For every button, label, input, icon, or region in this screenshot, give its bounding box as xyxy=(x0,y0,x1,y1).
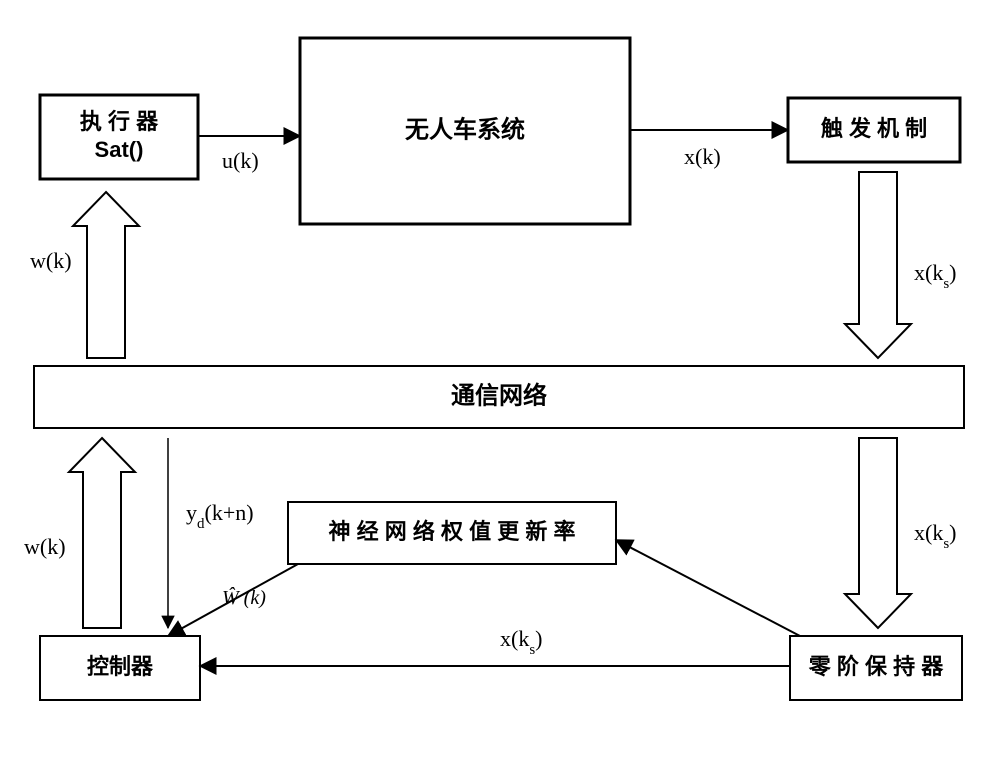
diagram-canvas: 执 行 器 Sat() 无人车系统 触 发 机 制通信网络神 经 网 络 权 值 更 … xyxy=(0,0,1000,759)
block-arrow-xks_down_top-label: x(ks) xyxy=(914,260,957,292)
node-network-label: 通信网络 xyxy=(451,381,547,409)
node-nn-label: 神 经 网 络 权 值 更 新 率 xyxy=(329,519,576,544)
arrow-nn_to_controller: Ŵ (k) xyxy=(168,564,298,636)
node-trigger-label: 触 发 机 制 xyxy=(821,116,927,141)
node-actuator-label: Sat() xyxy=(95,137,144,162)
arrow-yd_arrow-label: yd(k+n) xyxy=(186,500,254,532)
node-network: 通信网络 xyxy=(34,366,964,428)
block-arrow-xks_down_top: x(ks) xyxy=(845,172,957,358)
block-arrow-wk_up_bottom-label: w(k) xyxy=(24,534,66,559)
node-actuator: 执 行 器 Sat() xyxy=(40,95,198,179)
arrow-zoh_to_controller: x(ks) xyxy=(200,626,790,666)
node-nn: 神 经 网 络 权 值 更 新 率 xyxy=(288,502,616,564)
block-arrow-wk_up_top-label: w(k) xyxy=(30,248,72,273)
arrow-zoh_to_controller-label: x(ks) xyxy=(500,626,543,658)
arrow-zoh_to_nn xyxy=(616,540,800,636)
node-trigger: 触 发 机 制 xyxy=(788,98,960,162)
node-zoh-label: 零 阶 保 持 器 xyxy=(808,654,944,679)
node-controller-label: 控制器 xyxy=(87,654,154,679)
arrow-actuator_to_system: u(k) xyxy=(198,136,300,173)
node-controller: 控制器 xyxy=(40,636,200,700)
arrow-system_to_trigger-label: x(k) xyxy=(684,144,721,169)
block-arrow-xks_down_bottom-label: x(ks) xyxy=(914,520,957,552)
arrow-actuator_to_system-label: u(k) xyxy=(222,148,259,173)
node-zoh: 零 阶 保 持 器 xyxy=(790,636,962,700)
node-actuator-label: 执 行 器 xyxy=(80,109,159,134)
block-arrow-wk_up_bottom: w(k) xyxy=(24,438,135,628)
arrow-system_to_trigger: x(k) xyxy=(630,130,788,169)
block-arrow-wk_up_top: w(k) xyxy=(30,192,139,358)
arrow-nn_to_controller-label: Ŵ (k) xyxy=(222,585,266,609)
block-arrow-xks_down_bottom: x(ks) xyxy=(845,438,957,628)
node-system-label: 无人车系统 xyxy=(405,115,525,143)
node-system: 无人车系统 xyxy=(300,38,630,224)
